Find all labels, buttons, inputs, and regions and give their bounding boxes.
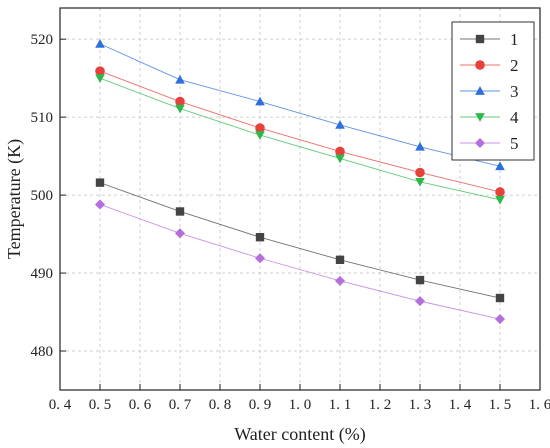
data-point-series-5	[494, 314, 506, 325]
y-tick-label: 490	[31, 266, 54, 282]
legend-label-3: 3	[510, 82, 519, 101]
legend-marker-5	[474, 137, 486, 149]
x-tick-label: 1. 3	[409, 397, 432, 413]
data-point-series-3	[335, 120, 345, 129]
x-tick-label: 0. 9	[249, 397, 272, 413]
legend-marker-3	[475, 86, 485, 95]
data-point-series-5	[174, 228, 186, 239]
data-point-series-2	[335, 146, 345, 157]
legend-label-4: 4	[510, 108, 519, 127]
y-tick-label: 510	[31, 110, 54, 126]
legend-label-5: 5	[510, 134, 519, 153]
data-point-series-2	[95, 66, 105, 76]
data-point-series-5	[414, 296, 426, 307]
legend-label-1: 1	[510, 30, 519, 49]
data-point-series-2	[175, 96, 185, 107]
x-tick-label: 1. 2	[369, 397, 392, 413]
series-layer	[94, 39, 506, 325]
x-tick-label: 1. 4	[449, 397, 472, 413]
data-point-series-1	[415, 275, 425, 285]
data-point-series-2	[255, 123, 265, 133]
x-tick-label: 1. 1	[329, 397, 352, 413]
data-point-series-4	[335, 154, 345, 164]
x-tick-label: 0. 6	[129, 397, 152, 413]
data-point-series-4	[175, 104, 185, 114]
x-tick-label: 1. 0	[289, 397, 312, 413]
legend-label-2: 2	[510, 56, 519, 75]
data-point-series-3	[95, 39, 105, 48]
series-line-3	[99, 43, 501, 167]
series-line-1	[99, 182, 501, 299]
data-point-series-4	[255, 131, 265, 140]
series-line-2	[99, 70, 501, 193]
x-axis-label: Water content (%)	[234, 424, 365, 445]
x-tick-label: 1. 5	[489, 397, 512, 413]
y-tick-label: 520	[31, 32, 54, 48]
data-point-series-3	[415, 141, 425, 151]
x-tick-label: 0. 4	[49, 397, 72, 413]
data-point-series-1	[335, 255, 345, 265]
x-tick-label: 1. 6	[529, 397, 550, 413]
x-tick-label: 0. 8	[209, 397, 232, 413]
legend-marker-4	[475, 113, 485, 122]
data-point-series-1	[175, 207, 185, 216]
axes: 0. 4 0. 5 0. 6 0. 7 0. 8 0. 9 1. 0 1. 1 1. 2 1. 3…	[31, 7, 550, 413]
data-point-series-3	[255, 96, 265, 106]
data-point-series-1	[95, 178, 105, 187]
x-tick-label: 0. 5	[89, 397, 112, 413]
data-point-series-2	[495, 187, 505, 197]
y-tick-label: 480	[31, 344, 54, 360]
y-tick-label: 500	[31, 188, 54, 204]
data-point-series-4	[495, 195, 505, 205]
series-line-4	[99, 77, 501, 201]
data-point-series-5	[94, 199, 106, 210]
x-tick-label: 0. 7	[169, 397, 192, 413]
series-line-5	[99, 204, 501, 320]
y-axis-label: Temperature (K)	[4, 139, 25, 259]
data-point-series-1	[255, 233, 265, 242]
data-point-series-2	[415, 167, 425, 178]
data-point-series-3	[495, 161, 505, 171]
data-point-series-1	[495, 293, 505, 303]
legend-marker-1	[475, 34, 485, 44]
data-point-series-5	[334, 275, 346, 286]
data-point-series-3	[175, 74, 185, 84]
data-point-series-4	[415, 177, 425, 187]
data-point-series-4	[95, 74, 105, 83]
data-point-series-5	[254, 253, 266, 264]
legend-marker-2	[475, 60, 485, 70]
legend: 1 2 3 4 5	[451, 21, 535, 161]
